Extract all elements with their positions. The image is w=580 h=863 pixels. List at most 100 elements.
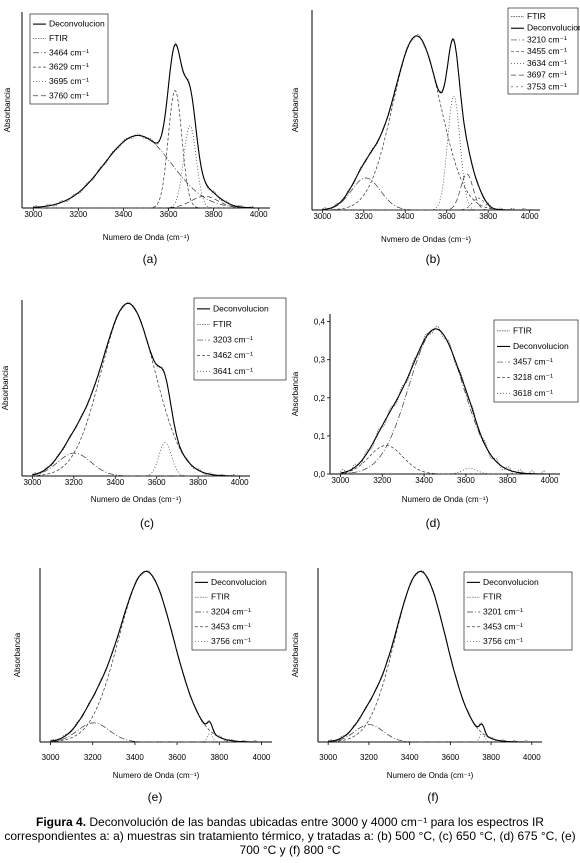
x-tick-label: 3000 <box>23 478 41 487</box>
legend-entry: 3203 cm⁻¹ <box>213 335 253 345</box>
legend-entry: FTIR <box>483 592 502 602</box>
x-tick-label: 3000 <box>332 476 350 485</box>
series-deconvolucion <box>328 570 528 743</box>
panel-label-b: (b) <box>425 252 441 266</box>
y-tick-label: 0,1 <box>314 432 326 441</box>
x-tick-label: 3400 <box>126 753 144 762</box>
panel-label-a: (a) <box>142 252 158 266</box>
chart-c: 3000 3200 3400 3600 3800 4000 Numero de Ondas … <box>1 297 287 504</box>
component-curve-3 <box>340 467 546 475</box>
y-tick-label: 0,4 <box>314 318 326 327</box>
component-curve-2 <box>328 571 528 743</box>
caption-bold: Figura 4. <box>36 815 87 829</box>
legend-entry: FTIR <box>211 592 230 602</box>
x-tick-label: 3200 <box>360 753 378 762</box>
x-tick-label: 3400 <box>106 478 124 487</box>
x-tick-label: 3400 <box>115 210 133 219</box>
legend-entry: 3634 cm⁻¹ <box>527 58 567 68</box>
component-curve-5 <box>322 197 526 211</box>
x-tick-label: 3000 <box>24 210 42 219</box>
x-tick-label: 3600 <box>168 753 186 762</box>
panel-d: 3000 3200 3400 3600 3800 4000 0,0 0,1 0,2 0,3 0,4 N… <box>290 290 580 540</box>
series-deconvolucion <box>322 35 526 211</box>
x-axis-label: Numero de Ondas (cm⁻¹) <box>91 495 182 504</box>
component-curve-3 <box>328 732 528 743</box>
chart-d: 3000 3200 3400 3600 3800 4000 0,0 0,1 0,2 0,3 0,4 N… <box>291 314 579 504</box>
x-tick-label: 3200 <box>355 212 373 221</box>
legend-entry: 3453 cm⁻¹ <box>483 621 523 631</box>
panel-label-d: (d) <box>425 516 441 530</box>
panel-a: 3000 3200 3400 3600 3800 4000 Numero de Onda (… <box>0 0 290 275</box>
panel-label-e: (e) <box>147 790 163 804</box>
component-curve-1 <box>328 724 528 743</box>
legend-entry: FTIR <box>513 325 532 335</box>
x-tick-label: 3400 <box>396 212 414 221</box>
y-axis-label: Absorbancia <box>291 371 300 416</box>
x-axis-label: Numero de Onda (cm⁻¹) <box>402 495 489 504</box>
legend-entry: FTIR <box>213 319 232 329</box>
x-tick-label: 3800 <box>189 478 207 487</box>
legend-entry: 3760 cm⁻¹ <box>49 90 89 100</box>
x-tick-label: 3600 <box>148 478 166 487</box>
x-tick-label: 4000 <box>523 753 541 762</box>
x-tick-label: 3000 <box>319 753 337 762</box>
x-tick-label: 3600 <box>457 476 475 485</box>
x-tick-label: 4000 <box>231 478 249 487</box>
legend-entry: 3204 cm⁻¹ <box>211 606 251 616</box>
legend-box <box>191 571 287 651</box>
legend-entry: FTIR <box>527 11 546 21</box>
x-tick-label: 3800 <box>499 476 517 485</box>
legend-entry: 3457 cm⁻¹ <box>513 357 553 367</box>
component-curve-4 <box>33 195 255 209</box>
x-tick-label: 3400 <box>415 476 433 485</box>
y-tick-label: 0,3 <box>314 356 326 365</box>
legend-entry: 3753 cm⁻¹ <box>527 81 567 91</box>
y-axis-label: Absorbancia <box>291 632 300 677</box>
x-axis-label: Nvmero de Ondas (cm⁻¹) <box>381 235 471 244</box>
y-axis-label: Absorbancia <box>3 87 12 132</box>
x-tick-label: 3200 <box>373 476 391 485</box>
x-tick-label: 3800 <box>210 753 228 762</box>
x-tick-label: 3000 <box>313 212 331 221</box>
x-tick-label: 3800 <box>479 212 497 221</box>
legend-box <box>463 571 573 651</box>
legend-entry: Deconvolucion <box>527 23 580 33</box>
x-tick-label: 4000 <box>521 212 539 221</box>
caption-text: Deconvolución de las bandas ubicadas ent… <box>4 815 576 857</box>
component-curve-3 <box>322 95 526 211</box>
legend-entry: 3455 cm⁻¹ <box>527 46 567 56</box>
legend-entry: 3756 cm⁻¹ <box>211 636 251 646</box>
x-axis-label: Numero de Onda (cm⁻¹) <box>113 771 200 780</box>
component-curve-4 <box>322 173 526 211</box>
x-tick-label: 3200 <box>65 478 83 487</box>
legend-entry: Deconvolucion <box>483 577 539 587</box>
x-tick-label: 3000 <box>42 753 60 762</box>
legend-entry: 3201 cm⁻¹ <box>483 606 523 616</box>
series-ftir <box>33 42 255 209</box>
x-tick-label: 3200 <box>84 753 102 762</box>
component-curve-3 <box>50 732 258 743</box>
legend-entry: 3464 cm⁻¹ <box>49 47 89 57</box>
panel-c: 3000 3200 3400 3600 3800 4000 Numero de Ondas … <box>0 290 290 540</box>
x-axis-label: Numero de Onda (cm⁻¹) <box>387 771 474 780</box>
x-tick-label: 3800 <box>482 753 500 762</box>
legend-entry: 3697 cm⁻¹ <box>527 70 567 80</box>
x-axis-label: Numero de Onda (cm⁻¹) <box>103 233 190 242</box>
chart-e: 3000 3200 3400 3600 3800 4000 Numero de Onda (… <box>13 568 287 780</box>
y-axis-label: Absorbancia <box>291 87 300 132</box>
legend-box <box>193 297 287 381</box>
panel-f: 3000 3200 3400 3600 3800 4000 Numero de Onda (… <box>290 560 580 810</box>
chart-f: 3000 3200 3400 3600 3800 4000 Numero de Onda (… <box>291 568 573 780</box>
legend-box <box>29 13 109 105</box>
x-tick-label: 4000 <box>250 210 268 219</box>
series-deconvolucion <box>50 570 258 743</box>
legend-entry: 3618 cm⁻¹ <box>513 388 553 398</box>
legend-entry: 3453 cm⁻¹ <box>211 621 251 631</box>
x-tick-label: 3600 <box>160 210 178 219</box>
y-tick-label: 0,2 <box>314 394 326 403</box>
component-curve-2 <box>33 90 255 209</box>
component-curve-2 <box>340 445 546 475</box>
x-tick-label: 4000 <box>541 476 559 485</box>
chart-b: 3000 3200 3400 3600 3800 4000 Nvmero de Ondas … <box>291 7 580 244</box>
component-curve-1 <box>50 722 258 743</box>
